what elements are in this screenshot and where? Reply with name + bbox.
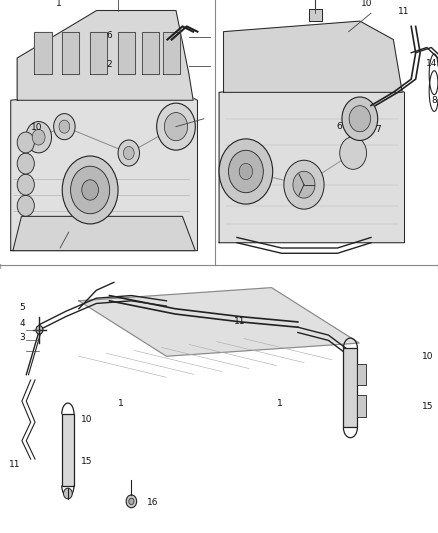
- Text: 10: 10: [31, 123, 42, 132]
- Circle shape: [59, 120, 70, 133]
- Circle shape: [17, 174, 34, 195]
- Circle shape: [293, 171, 315, 198]
- Text: 10: 10: [361, 0, 372, 9]
- Text: 8: 8: [431, 96, 437, 105]
- Circle shape: [62, 156, 118, 224]
- Polygon shape: [118, 31, 135, 74]
- Text: 15: 15: [81, 457, 92, 466]
- Polygon shape: [163, 31, 180, 74]
- Text: 11: 11: [234, 318, 245, 326]
- Circle shape: [239, 163, 253, 180]
- Circle shape: [17, 195, 34, 216]
- Polygon shape: [90, 31, 107, 74]
- Polygon shape: [223, 21, 402, 92]
- Polygon shape: [17, 11, 193, 100]
- Bar: [0, 0, 215, 264]
- Text: 10: 10: [81, 415, 92, 424]
- Circle shape: [26, 122, 52, 153]
- Text: 2: 2: [106, 60, 112, 69]
- Circle shape: [157, 103, 195, 150]
- Text: 11: 11: [398, 6, 409, 15]
- Polygon shape: [219, 74, 405, 243]
- Circle shape: [32, 130, 45, 145]
- Text: 10: 10: [422, 352, 434, 361]
- Polygon shape: [11, 84, 198, 251]
- Polygon shape: [141, 31, 159, 74]
- Polygon shape: [79, 288, 359, 356]
- Text: 3: 3: [20, 333, 25, 342]
- Bar: [357, 364, 366, 385]
- Text: 6: 6: [336, 122, 342, 131]
- Circle shape: [219, 139, 273, 204]
- Bar: [215, 0, 438, 264]
- Text: 16: 16: [147, 498, 158, 507]
- Circle shape: [229, 150, 263, 193]
- Bar: [62, 414, 74, 486]
- Text: 1: 1: [56, 0, 62, 9]
- Circle shape: [340, 137, 367, 169]
- Circle shape: [342, 97, 378, 141]
- Text: 5: 5: [20, 303, 25, 312]
- Circle shape: [64, 488, 72, 499]
- Text: 11: 11: [9, 460, 20, 469]
- Text: 1: 1: [277, 399, 283, 408]
- Circle shape: [71, 166, 110, 214]
- Circle shape: [53, 114, 75, 140]
- Bar: [0, 269, 438, 533]
- Circle shape: [349, 106, 371, 132]
- Text: 15: 15: [422, 402, 434, 411]
- Text: 14: 14: [425, 59, 437, 68]
- Polygon shape: [34, 31, 52, 74]
- Circle shape: [36, 326, 43, 334]
- Polygon shape: [13, 216, 195, 251]
- Circle shape: [17, 153, 34, 174]
- Text: 6: 6: [106, 31, 112, 40]
- Bar: [308, 10, 321, 21]
- Circle shape: [118, 140, 139, 166]
- Polygon shape: [62, 31, 79, 74]
- Circle shape: [129, 498, 134, 505]
- Text: 7: 7: [375, 125, 381, 134]
- Circle shape: [126, 495, 137, 508]
- Circle shape: [82, 180, 99, 200]
- Circle shape: [284, 160, 324, 209]
- Text: 1: 1: [117, 399, 124, 408]
- Circle shape: [124, 147, 134, 159]
- Circle shape: [17, 132, 34, 153]
- Bar: [343, 349, 357, 427]
- Text: 4: 4: [20, 319, 25, 328]
- Circle shape: [164, 112, 187, 141]
- Bar: [357, 395, 366, 417]
